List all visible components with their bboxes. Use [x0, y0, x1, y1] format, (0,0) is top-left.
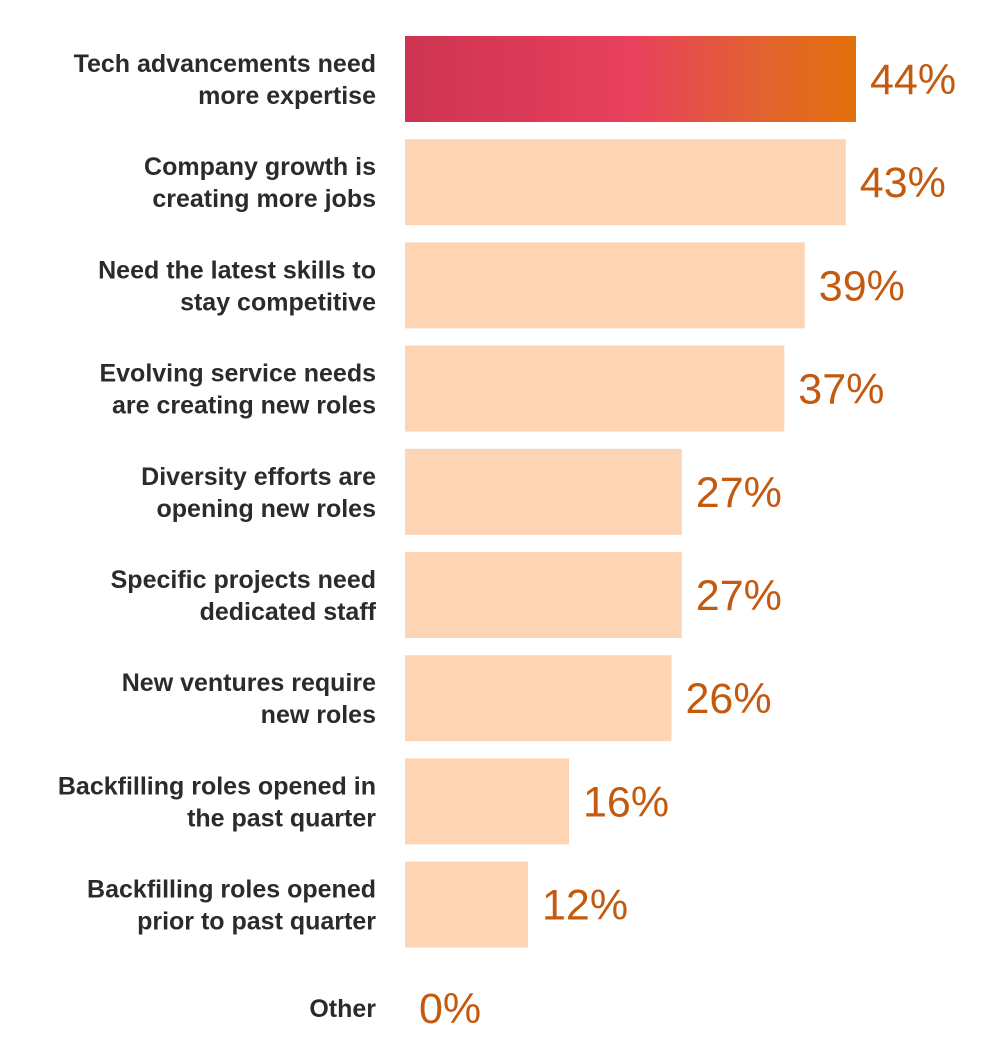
bar-6 — [405, 655, 672, 742]
category-label-8: Backfilling roles opened prior to past qu… — [87, 876, 376, 936]
category-label-5: Specific projects need dedicated staff — [111, 566, 377, 626]
value-label-2: 39% — [819, 262, 905, 310]
category-label-line: Specific projects need — [111, 566, 376, 594]
value-label-9: 0% — [419, 985, 481, 1033]
category-label-line: stay competitive — [180, 288, 376, 316]
category-label-line: Need the latest skills to — [98, 256, 376, 284]
category-label-line: the past quarter — [187, 804, 376, 832]
value-labels-group: 44% 43% 39% 37% 27% 27% 26% 16% 12% 0% — [419, 56, 956, 1033]
category-label-line: opening new roles — [157, 495, 376, 523]
category-label-line: Backfilling roles opened — [87, 876, 376, 904]
bar-3 — [405, 345, 785, 432]
category-label-line: Other — [309, 995, 376, 1023]
category-label-line: Backfilling roles opened in — [58, 772, 376, 800]
bar-4 — [405, 448, 682, 535]
category-label-2: Need the latest skills to stay competitiv… — [98, 256, 376, 316]
category-label-line: New ventures require — [122, 669, 376, 697]
category-label-0: Tech advancements need more expertise — [74, 50, 377, 110]
category-label-1: Company growth is creating more jobs — [144, 153, 376, 213]
value-label-0: 44% — [870, 56, 956, 104]
bar-0 — [405, 36, 856, 122]
value-label-4: 27% — [696, 469, 782, 517]
category-label-line: Diversity efforts are — [141, 463, 376, 491]
category-label-line: are creating new roles — [112, 392, 376, 420]
category-labels-group: Tech advancements need more expertise Comp… — [58, 50, 377, 1023]
category-label-line: more expertise — [198, 82, 376, 110]
category-label-line: dedicated staff — [200, 598, 377, 626]
category-label-line: new roles — [261, 701, 376, 729]
category-label-4: Diversity efforts are opening new roles — [141, 463, 376, 523]
category-label-7: Backfilling roles opened in the past quar… — [58, 772, 376, 832]
value-label-6: 26% — [686, 675, 772, 723]
value-label-1: 43% — [860, 159, 946, 207]
category-label-line: Company growth is — [144, 153, 376, 181]
value-label-3: 37% — [798, 366, 884, 414]
category-label-3: Evolving service needs are creating new r… — [99, 360, 376, 420]
bar-1 — [405, 139, 846, 226]
bar-7 — [405, 758, 569, 845]
category-label-9: Other — [309, 995, 376, 1023]
bars-group — [405, 36, 856, 948]
value-label-8: 12% — [542, 882, 628, 930]
bar-8 — [405, 861, 528, 948]
category-label-line: prior to past quarter — [137, 908, 376, 936]
value-label-5: 27% — [696, 572, 782, 620]
category-label-line: Evolving service needs — [99, 360, 376, 388]
value-label-7: 16% — [583, 778, 669, 826]
category-label-line: Tech advancements need — [74, 50, 376, 78]
bar-2 — [405, 242, 805, 329]
bar-5 — [405, 552, 682, 638]
category-label-line: creating more jobs — [152, 185, 376, 213]
category-label-6: New ventures require new roles — [122, 669, 376, 729]
